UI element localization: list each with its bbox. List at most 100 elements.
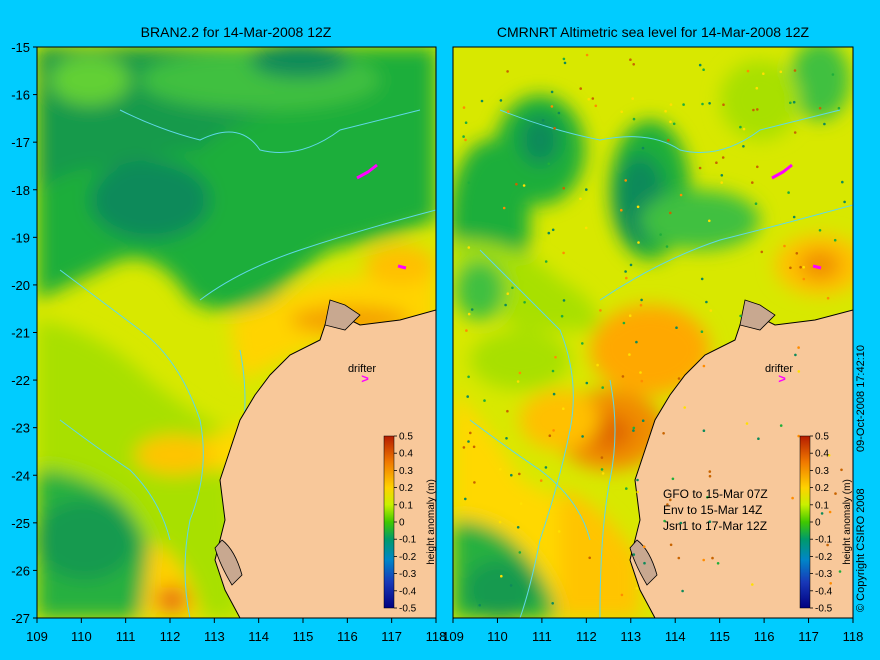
track-dot bbox=[510, 473, 513, 477]
track-dot bbox=[467, 312, 471, 316]
track-dot bbox=[672, 122, 676, 126]
track-dot bbox=[706, 496, 709, 499]
track-dot bbox=[831, 73, 835, 76]
colorbar-tick-label: -0.5 bbox=[815, 604, 833, 615]
track-dot bbox=[599, 309, 602, 312]
track-dot bbox=[516, 526, 520, 529]
track-dot bbox=[682, 103, 685, 106]
track-dot bbox=[797, 434, 800, 438]
colorbar-tick-label: 0.3 bbox=[815, 466, 829, 477]
track-dot bbox=[708, 102, 711, 105]
panel-right-title: CMRNRT Altimetric sea level for 14-Mar-2… bbox=[497, 24, 810, 40]
track-dot bbox=[720, 181, 723, 184]
track-dot bbox=[579, 197, 582, 201]
track-dot bbox=[722, 103, 725, 106]
colorbar-tick-label: 0.5 bbox=[399, 432, 413, 443]
x-axis-ticks-right: 109 110 111 112 113 114 115 116 117 118 bbox=[442, 618, 863, 644]
track-dot bbox=[739, 125, 742, 129]
track-dot bbox=[601, 386, 604, 389]
track-dot bbox=[518, 551, 522, 554]
track-dot bbox=[683, 406, 686, 409]
track-dot bbox=[632, 192, 635, 195]
track-dot bbox=[550, 105, 554, 108]
track-dot bbox=[519, 502, 523, 505]
track-dot bbox=[827, 454, 831, 457]
track-dot bbox=[666, 503, 669, 506]
track-dot bbox=[631, 97, 634, 100]
track-dot bbox=[470, 308, 474, 311]
track-dot bbox=[709, 309, 713, 312]
track-dot bbox=[708, 219, 711, 223]
x-tick-label: 109 bbox=[442, 629, 464, 644]
track-dot bbox=[464, 497, 467, 501]
track-dot bbox=[789, 101, 792, 105]
track-dot bbox=[779, 70, 783, 74]
track-dot bbox=[462, 106, 466, 109]
track-dot bbox=[834, 492, 837, 495]
x-tick-label: 118 bbox=[426, 629, 447, 644]
track-dot bbox=[840, 468, 843, 472]
colorbar-tick-label: -0.2 bbox=[815, 552, 833, 563]
track-dot bbox=[581, 342, 584, 345]
y-tick-label: -16 bbox=[11, 88, 30, 103]
track-dot bbox=[708, 470, 712, 473]
panel-left-colorbar: 0.5 0.4 0.3 0.2 0.1 0 -0.1 -0.2 -0.3 -0.4 -0.5 hei… bbox=[383, 432, 437, 615]
track-dot bbox=[629, 58, 632, 61]
track-dot bbox=[469, 431, 472, 435]
track-dot bbox=[632, 426, 636, 430]
track-dot bbox=[679, 521, 683, 525]
track-dot bbox=[541, 119, 545, 122]
track-dot bbox=[591, 97, 595, 100]
track-dot bbox=[506, 110, 510, 113]
track-dot bbox=[675, 326, 678, 330]
track-dot bbox=[600, 468, 604, 471]
track-dot bbox=[472, 445, 476, 449]
track-dot bbox=[802, 265, 805, 269]
drifter-marker-icon: > bbox=[361, 371, 369, 386]
colorbar-label: height anomaly (m) bbox=[426, 479, 437, 565]
colorbar-tick-label: 0.1 bbox=[399, 500, 413, 511]
track-dot bbox=[518, 371, 522, 375]
track-dot bbox=[544, 466, 548, 469]
track-dot bbox=[643, 561, 646, 565]
track-dot bbox=[483, 399, 486, 402]
altimeter-track-dots bbox=[462, 53, 846, 607]
track-dot bbox=[799, 265, 802, 269]
track-dot bbox=[789, 266, 792, 270]
track-dot bbox=[467, 375, 470, 379]
track-dot bbox=[636, 490, 639, 494]
y-tick-label: -20 bbox=[11, 278, 30, 293]
track-dot bbox=[624, 270, 627, 273]
track-dot bbox=[715, 161, 718, 164]
track-dot bbox=[544, 260, 548, 263]
track-dot bbox=[547, 231, 551, 235]
satellite-note: GFO to 15-Mar 07Z bbox=[663, 487, 768, 501]
x-tick-label: 116 bbox=[754, 629, 775, 644]
track-dot bbox=[462, 446, 466, 449]
track-dot bbox=[720, 174, 724, 177]
track-dot bbox=[499, 468, 502, 471]
y-tick-label: -17 bbox=[11, 135, 30, 150]
track-dot bbox=[554, 355, 557, 359]
colorbar-tick-label: -0.1 bbox=[399, 535, 417, 546]
track-dot bbox=[594, 104, 598, 108]
track-dot bbox=[756, 108, 759, 111]
x-tick-label: 117 bbox=[798, 629, 819, 644]
track-dot bbox=[681, 589, 684, 593]
track-dot bbox=[663, 519, 666, 523]
colorbar-tick-label: 0.3 bbox=[399, 466, 413, 477]
y-tick-label: -27 bbox=[11, 611, 30, 626]
x-tick-label: 112 bbox=[160, 629, 181, 644]
track-dot bbox=[762, 72, 765, 75]
track-dot bbox=[548, 434, 552, 438]
x-tick-label: 112 bbox=[576, 629, 597, 644]
colorbar-tick-label: -0.3 bbox=[399, 569, 417, 580]
colorbar-tick-label: -0.1 bbox=[815, 535, 833, 546]
x-tick-label: 116 bbox=[337, 629, 358, 644]
colorbar-tick-label: 0.1 bbox=[815, 500, 829, 511]
satellite-notes: GFO to 15-Mar 07Z Env to 15-Mar 14Z Jsn1… bbox=[663, 487, 768, 533]
y-tick-label: -25 bbox=[11, 516, 30, 531]
track-dot bbox=[504, 303, 507, 307]
track-dot bbox=[632, 117, 636, 121]
panel-left-map bbox=[37, 47, 436, 618]
